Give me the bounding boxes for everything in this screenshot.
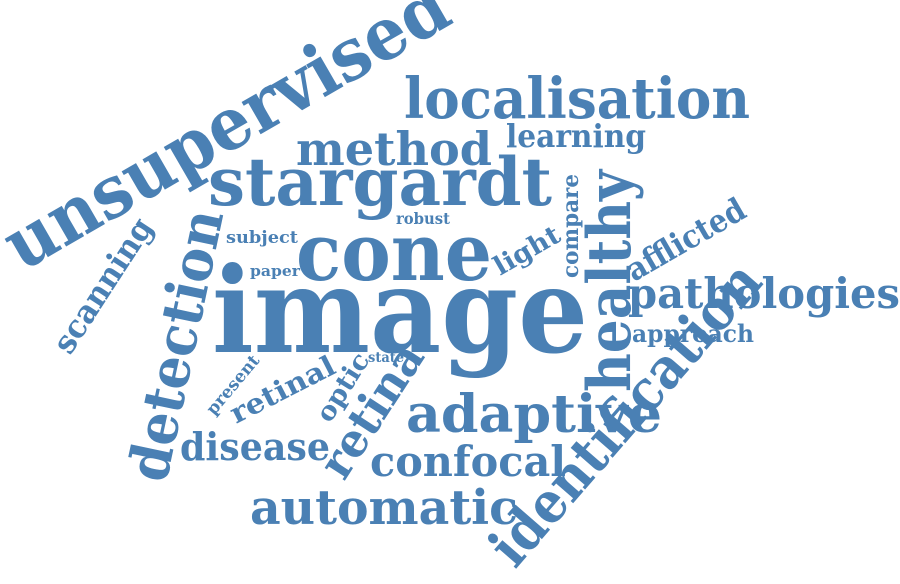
- word-image: image: [212, 241, 588, 380]
- word-learning: learning: [506, 117, 646, 155]
- word-automatic: automatic: [250, 480, 518, 536]
- word-localisation: localisation: [404, 66, 750, 132]
- word-confocal: confocal: [370, 437, 566, 486]
- word-adaptive: adaptive: [406, 384, 662, 445]
- word-subject: subject: [226, 228, 298, 248]
- word-compare: compare: [558, 174, 584, 278]
- word-approach: approach: [632, 319, 754, 348]
- word-paper: paper: [250, 262, 301, 280]
- word-method: method: [296, 122, 492, 176]
- word-state: state: [368, 350, 404, 366]
- word-robust: robust: [396, 209, 451, 228]
- word-disease: disease: [180, 424, 330, 469]
- word-cone: cone: [296, 205, 492, 299]
- word-stargardt: stargardt: [208, 143, 552, 221]
- word-healthy: healthy: [575, 168, 645, 392]
- word-pathologies: pathologies: [628, 269, 900, 318]
